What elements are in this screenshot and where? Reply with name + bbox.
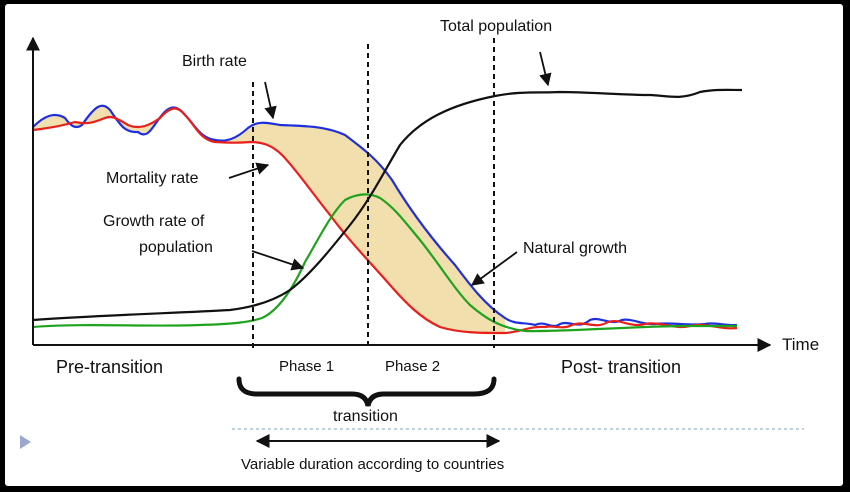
birth-rate-label: Birth rate (182, 53, 247, 70)
total-population-line (32, 88, 743, 322)
post-transition-label: Post- transition (561, 357, 681, 377)
bullet-triangle-icon (20, 435, 31, 449)
growth-rate-pointer (251, 250, 305, 271)
transition-label: transition (333, 408, 398, 425)
phase1-label: Phase 1 (279, 358, 334, 375)
mortality-rate-line (32, 107, 738, 335)
total-population-label: Total population (440, 18, 552, 35)
growth-rate-label-line2: population (139, 239, 213, 256)
transition-brace (236, 376, 497, 407)
pre-transition-label: Pre-transition (56, 357, 163, 377)
growth-rate-line (32, 193, 737, 333)
duration-note: Variable duration according to countries (241, 456, 504, 473)
mortality-rate-pointer (228, 162, 270, 179)
natural-growth-area (33, 105, 505, 334)
total-population-pointer (539, 51, 552, 87)
growth-rate-label-line1: Growth rate of (103, 213, 205, 230)
natural-growth-pointer (470, 251, 518, 286)
x-axis-label: Time (782, 335, 819, 354)
natural-growth-label: Natural growth (523, 240, 627, 257)
mortality-rate-label: Mortality rate (106, 170, 199, 187)
phase2-label: Phase 2 (385, 358, 440, 375)
birth-rate-pointer (264, 81, 277, 120)
